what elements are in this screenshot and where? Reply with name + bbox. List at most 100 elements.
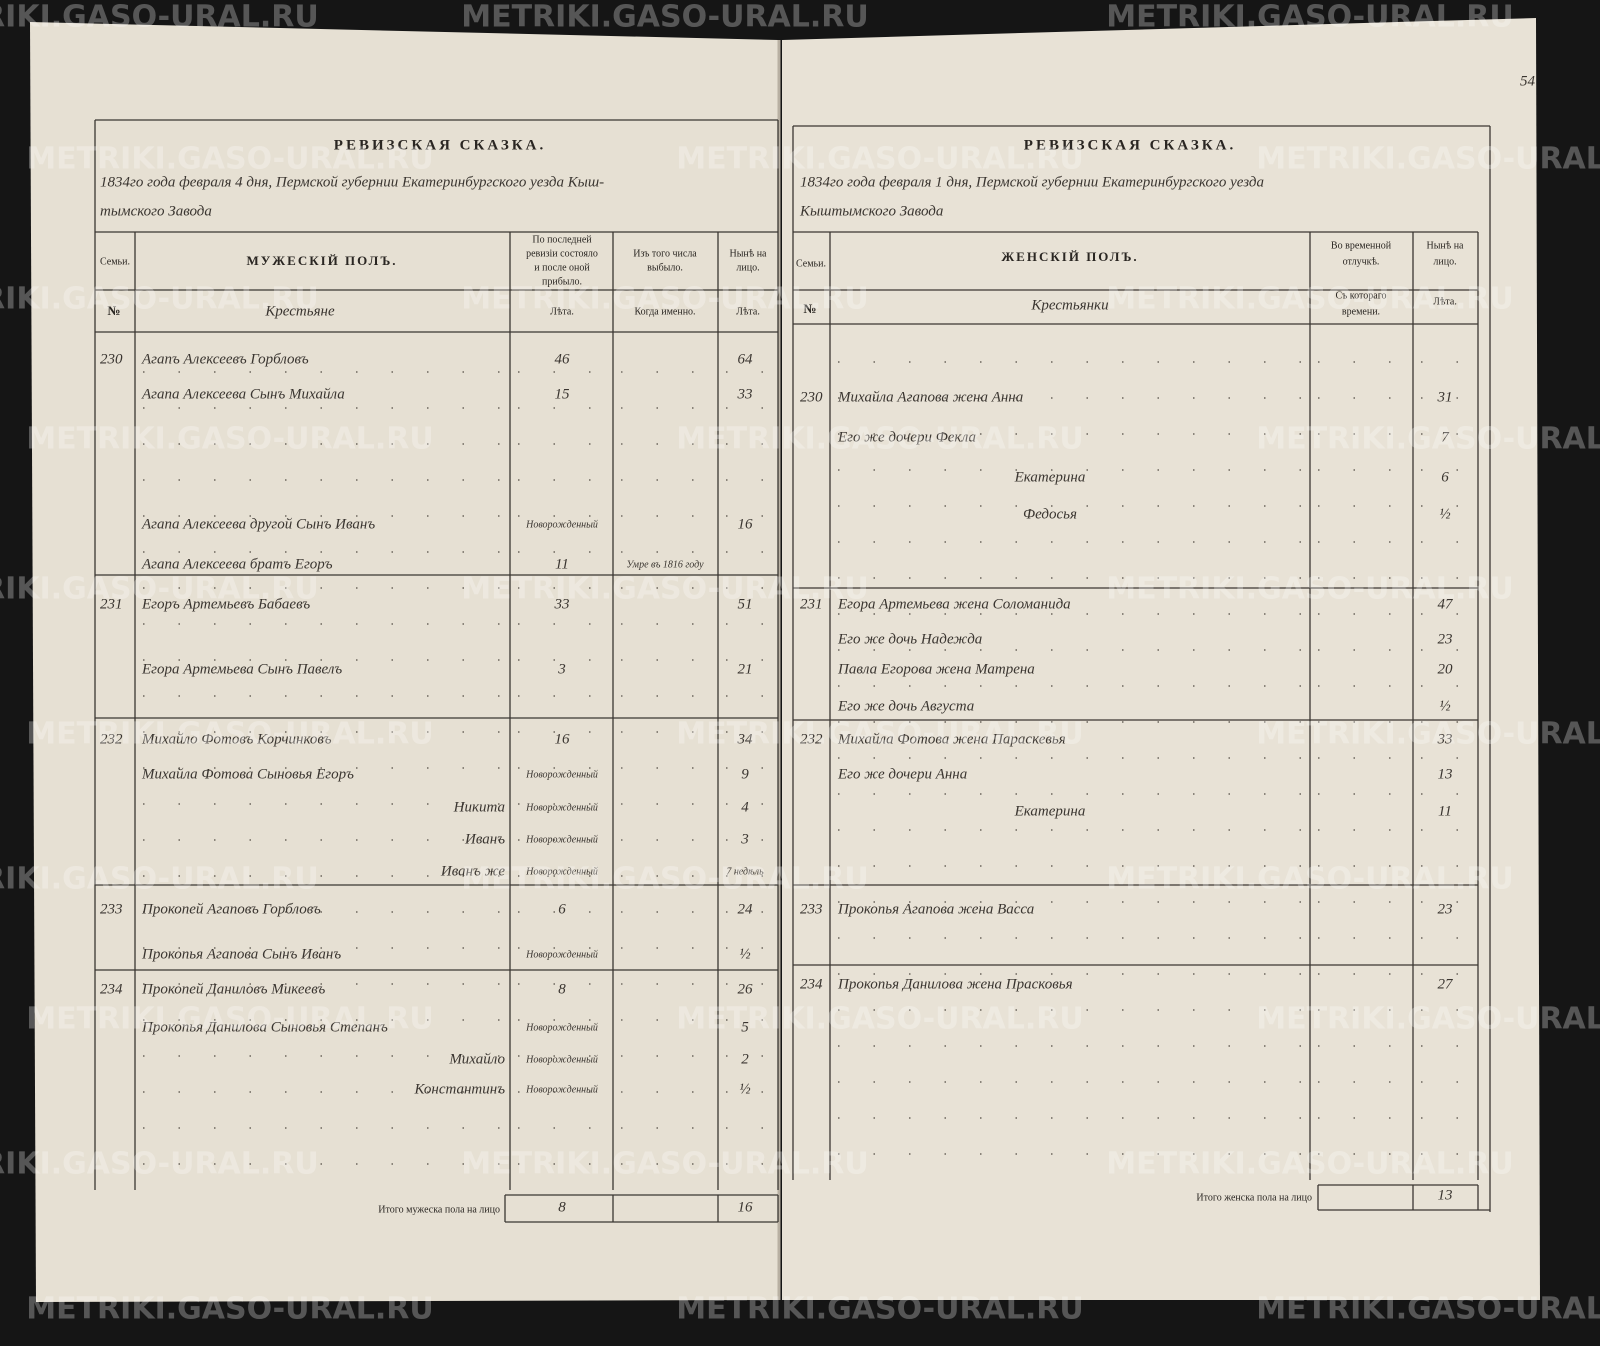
age-present: 6 xyxy=(1441,469,1449,485)
family-number: 232 xyxy=(100,731,123,747)
age-present: ½ xyxy=(739,1081,750,1097)
person-name: Прокопья Данилова жена Прасковья xyxy=(837,976,1073,992)
person-name: Егора Артемьева жена Соломанида xyxy=(837,596,1071,612)
watermark: METRIKI.GASO-URAL.RU xyxy=(461,1147,869,1182)
person-name: Прокопей Даниловъ Микеевъ xyxy=(141,981,326,997)
person-name: Егоръ Артемьевъ Бабаевъ xyxy=(141,596,310,612)
person-name: Прокопья Данилова Сыновья Степанъ xyxy=(141,1019,388,1035)
column-subheader: Лѣта. xyxy=(1433,296,1457,307)
column-header: лицо. xyxy=(1433,256,1456,267)
watermark: METRIKI.GASO-URAL.RU xyxy=(26,1002,434,1037)
watermark: METRIKI.GASO-URAL.RU xyxy=(461,282,869,317)
age-previous: 11 xyxy=(555,556,569,572)
column-header: Нынѣ на xyxy=(1426,240,1464,251)
page-title: РЕВИЗСКАЯ СКАЗКА. xyxy=(1024,137,1236,153)
column-subheader: Крестьянки xyxy=(1030,297,1108,313)
person-name: Екатерина xyxy=(1014,803,1086,819)
family-number: 230 xyxy=(100,351,123,367)
age-present: ½ xyxy=(739,946,750,962)
age-previous: 6 xyxy=(558,901,566,917)
age-present: 2 xyxy=(741,1051,749,1067)
family-number: 234 xyxy=(100,981,123,997)
person-name: Его же дочь Надежда xyxy=(837,631,982,647)
age-previous: 16 xyxy=(555,731,571,747)
column-header: Семьи. xyxy=(100,256,130,267)
age-previous: Новорожденный xyxy=(525,1022,598,1033)
person-name: Его же дочери Анна xyxy=(837,766,967,782)
watermark: METRIKI.GASO-URAL.RU xyxy=(26,1292,434,1327)
column-subheader: Лѣта. xyxy=(550,306,574,317)
watermark: METRIKI.GASO-URAL.RU xyxy=(1106,572,1514,607)
watermark: METRIKI.GASO-URAL.RU xyxy=(26,142,434,177)
age-present: ½ xyxy=(1439,698,1450,714)
person-name: Михайло xyxy=(448,1051,505,1067)
column-subheader: времени. xyxy=(1342,306,1380,317)
person-name: Михайло Фотовъ Корчинковъ xyxy=(141,731,332,747)
departed-note: Умре въ 1816 году xyxy=(626,559,704,570)
watermark: METRIKI.GASO-URAL.RU xyxy=(1256,717,1600,752)
age-present: 33 xyxy=(737,386,753,402)
person-name: Павла Егорова жена Матрена xyxy=(837,661,1035,677)
column-subheader: Съ котораго xyxy=(1335,290,1386,301)
column-header: Изъ того числа xyxy=(633,248,697,259)
watermark: METRIKI.GASO-URAL.RU xyxy=(461,572,869,607)
family-number: 231 xyxy=(800,596,823,612)
column-subheader: № xyxy=(803,301,818,316)
family-number: 230 xyxy=(800,389,823,405)
column-header: ЖЕНСКІЙ ПОЛЪ. xyxy=(1001,249,1138,264)
watermark: METRIKI.GASO-URAL.RU xyxy=(461,862,869,897)
column-subheader: № xyxy=(107,303,122,318)
column-subheader: Лѣта. xyxy=(736,306,760,317)
watermark: METRIKI.GASO-URAL.RU xyxy=(1256,142,1600,177)
person-name: Егора Артемьева Сынъ Павелъ xyxy=(141,661,342,677)
watermark: METRIKI.GASO-URAL.RU xyxy=(0,282,319,317)
age-previous: 8 xyxy=(558,981,566,997)
age-previous: 15 xyxy=(555,386,571,402)
column-header: МУЖЕСКІЙ ПОЛЪ. xyxy=(246,253,397,268)
column-header: прибыло. xyxy=(542,276,582,287)
age-present: 4 xyxy=(741,799,749,815)
age-present: 7 недѣль xyxy=(726,866,764,877)
left-page xyxy=(30,22,778,1302)
age-present: 33 xyxy=(1437,731,1453,747)
family-number: 233 xyxy=(800,901,823,917)
age-present: 26 xyxy=(738,981,754,997)
age-present: 31 xyxy=(1437,389,1453,405)
person-name: Его же дочери Фекла xyxy=(837,429,976,445)
watermark: METRIKI.GASO-URAL.RU xyxy=(0,1147,319,1182)
watermark: METRIKI.GASO-URAL.RU xyxy=(0,0,319,35)
header-line: 1834го года февраля 1 дня, Пермской губе… xyxy=(800,174,1264,190)
watermark: METRIKI.GASO-URAL.RU xyxy=(676,142,1084,177)
column-header: лицо. xyxy=(736,262,759,273)
age-previous: 3 xyxy=(557,661,566,677)
age-previous: 33 xyxy=(554,596,570,612)
family-number: 234 xyxy=(800,976,823,992)
person-name: Михайла Фотова жена Параскевья xyxy=(837,731,1066,747)
person-name: Его же дочь Августа xyxy=(837,698,974,714)
watermark: METRIKI.GASO-URAL.RU xyxy=(676,717,1084,752)
age-present: 9 xyxy=(741,766,749,782)
column-header: выбыло. xyxy=(647,262,683,273)
age-present: 27 xyxy=(1438,976,1455,992)
age-present: 7 xyxy=(1441,429,1450,445)
age-present: 20 xyxy=(1438,661,1454,677)
person-name: Михайла Фотова Сыновья Егоръ xyxy=(141,766,354,782)
age-previous: Новорожденный xyxy=(525,1054,598,1065)
age-present: 34 xyxy=(737,731,754,747)
watermark: METRIKI.GASO-URAL.RU xyxy=(0,862,319,897)
age-previous: 46 xyxy=(555,351,571,367)
header-line: Кыштымского Завода xyxy=(799,203,943,219)
watermark: METRIKI.GASO-URAL.RU xyxy=(1106,1147,1514,1182)
age-present: 5 xyxy=(741,1019,749,1035)
family-number: 231 xyxy=(100,596,123,612)
age-previous: Новорожденный xyxy=(525,519,598,530)
watermark: METRIKI.GASO-URAL.RU xyxy=(1256,422,1600,457)
age-present: 13 xyxy=(1438,766,1453,782)
age-present: 24 xyxy=(738,901,754,917)
person-name: Агапа Алексеева другой Сынъ Иванъ xyxy=(141,516,375,532)
family-number: 232 xyxy=(800,731,823,747)
age-present: 23 xyxy=(1438,901,1453,917)
person-name: Михайла Агапова жена Анна xyxy=(837,389,1023,405)
watermark: METRIKI.GASO-URAL.RU xyxy=(676,1292,1084,1327)
